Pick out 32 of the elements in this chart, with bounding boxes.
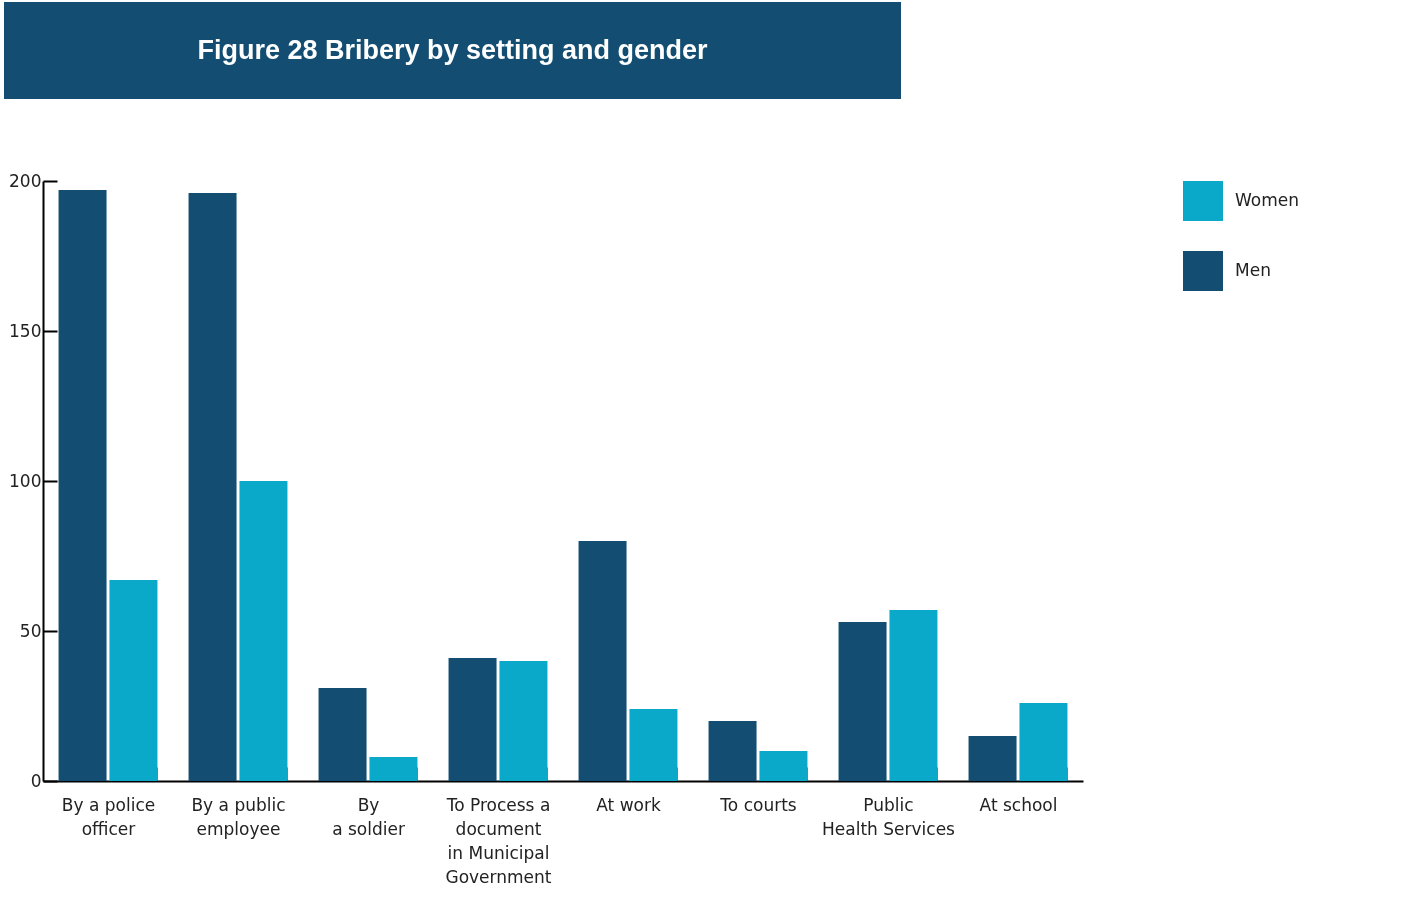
- bar: [708, 721, 757, 781]
- x-tick-label: By a police officer: [61, 794, 156, 839]
- x-tick-label: At work: [596, 794, 661, 815]
- bar: [838, 622, 887, 781]
- bar: [968, 736, 1017, 781]
- bar: [759, 751, 808, 781]
- bar: [318, 688, 367, 781]
- bar: [58, 190, 107, 781]
- bar: [1019, 703, 1068, 781]
- x-tick-label: At school: [979, 794, 1058, 815]
- bar: [239, 481, 288, 781]
- chart-title: Figure 28 Bribery by setting and gender: [4, 2, 901, 99]
- legend-label: Women: [1235, 190, 1300, 210]
- bar: [578, 541, 627, 781]
- bar: [448, 658, 497, 781]
- bar: [369, 757, 418, 781]
- bar: [889, 610, 938, 781]
- legend-label: Men: [1235, 260, 1271, 280]
- x-tick-label: By a public employee: [191, 794, 286, 839]
- y-tick-label: 0: [30, 770, 42, 791]
- x-tick-label: To courts: [719, 794, 797, 815]
- bar: [109, 580, 158, 781]
- bar: [629, 709, 678, 781]
- x-tick-label: By a soldier: [332, 794, 405, 839]
- y-tick-label: 150: [9, 320, 42, 341]
- y-tick-label: 200: [9, 170, 42, 191]
- x-tick-label: Public Health Services: [822, 794, 956, 839]
- bar: [499, 661, 548, 781]
- y-tick-label: 100: [9, 470, 42, 491]
- bar: [188, 193, 237, 781]
- y-tick-label: 50: [19, 620, 42, 641]
- x-tick-label: To Process a document in Municipal Government: [445, 794, 552, 887]
